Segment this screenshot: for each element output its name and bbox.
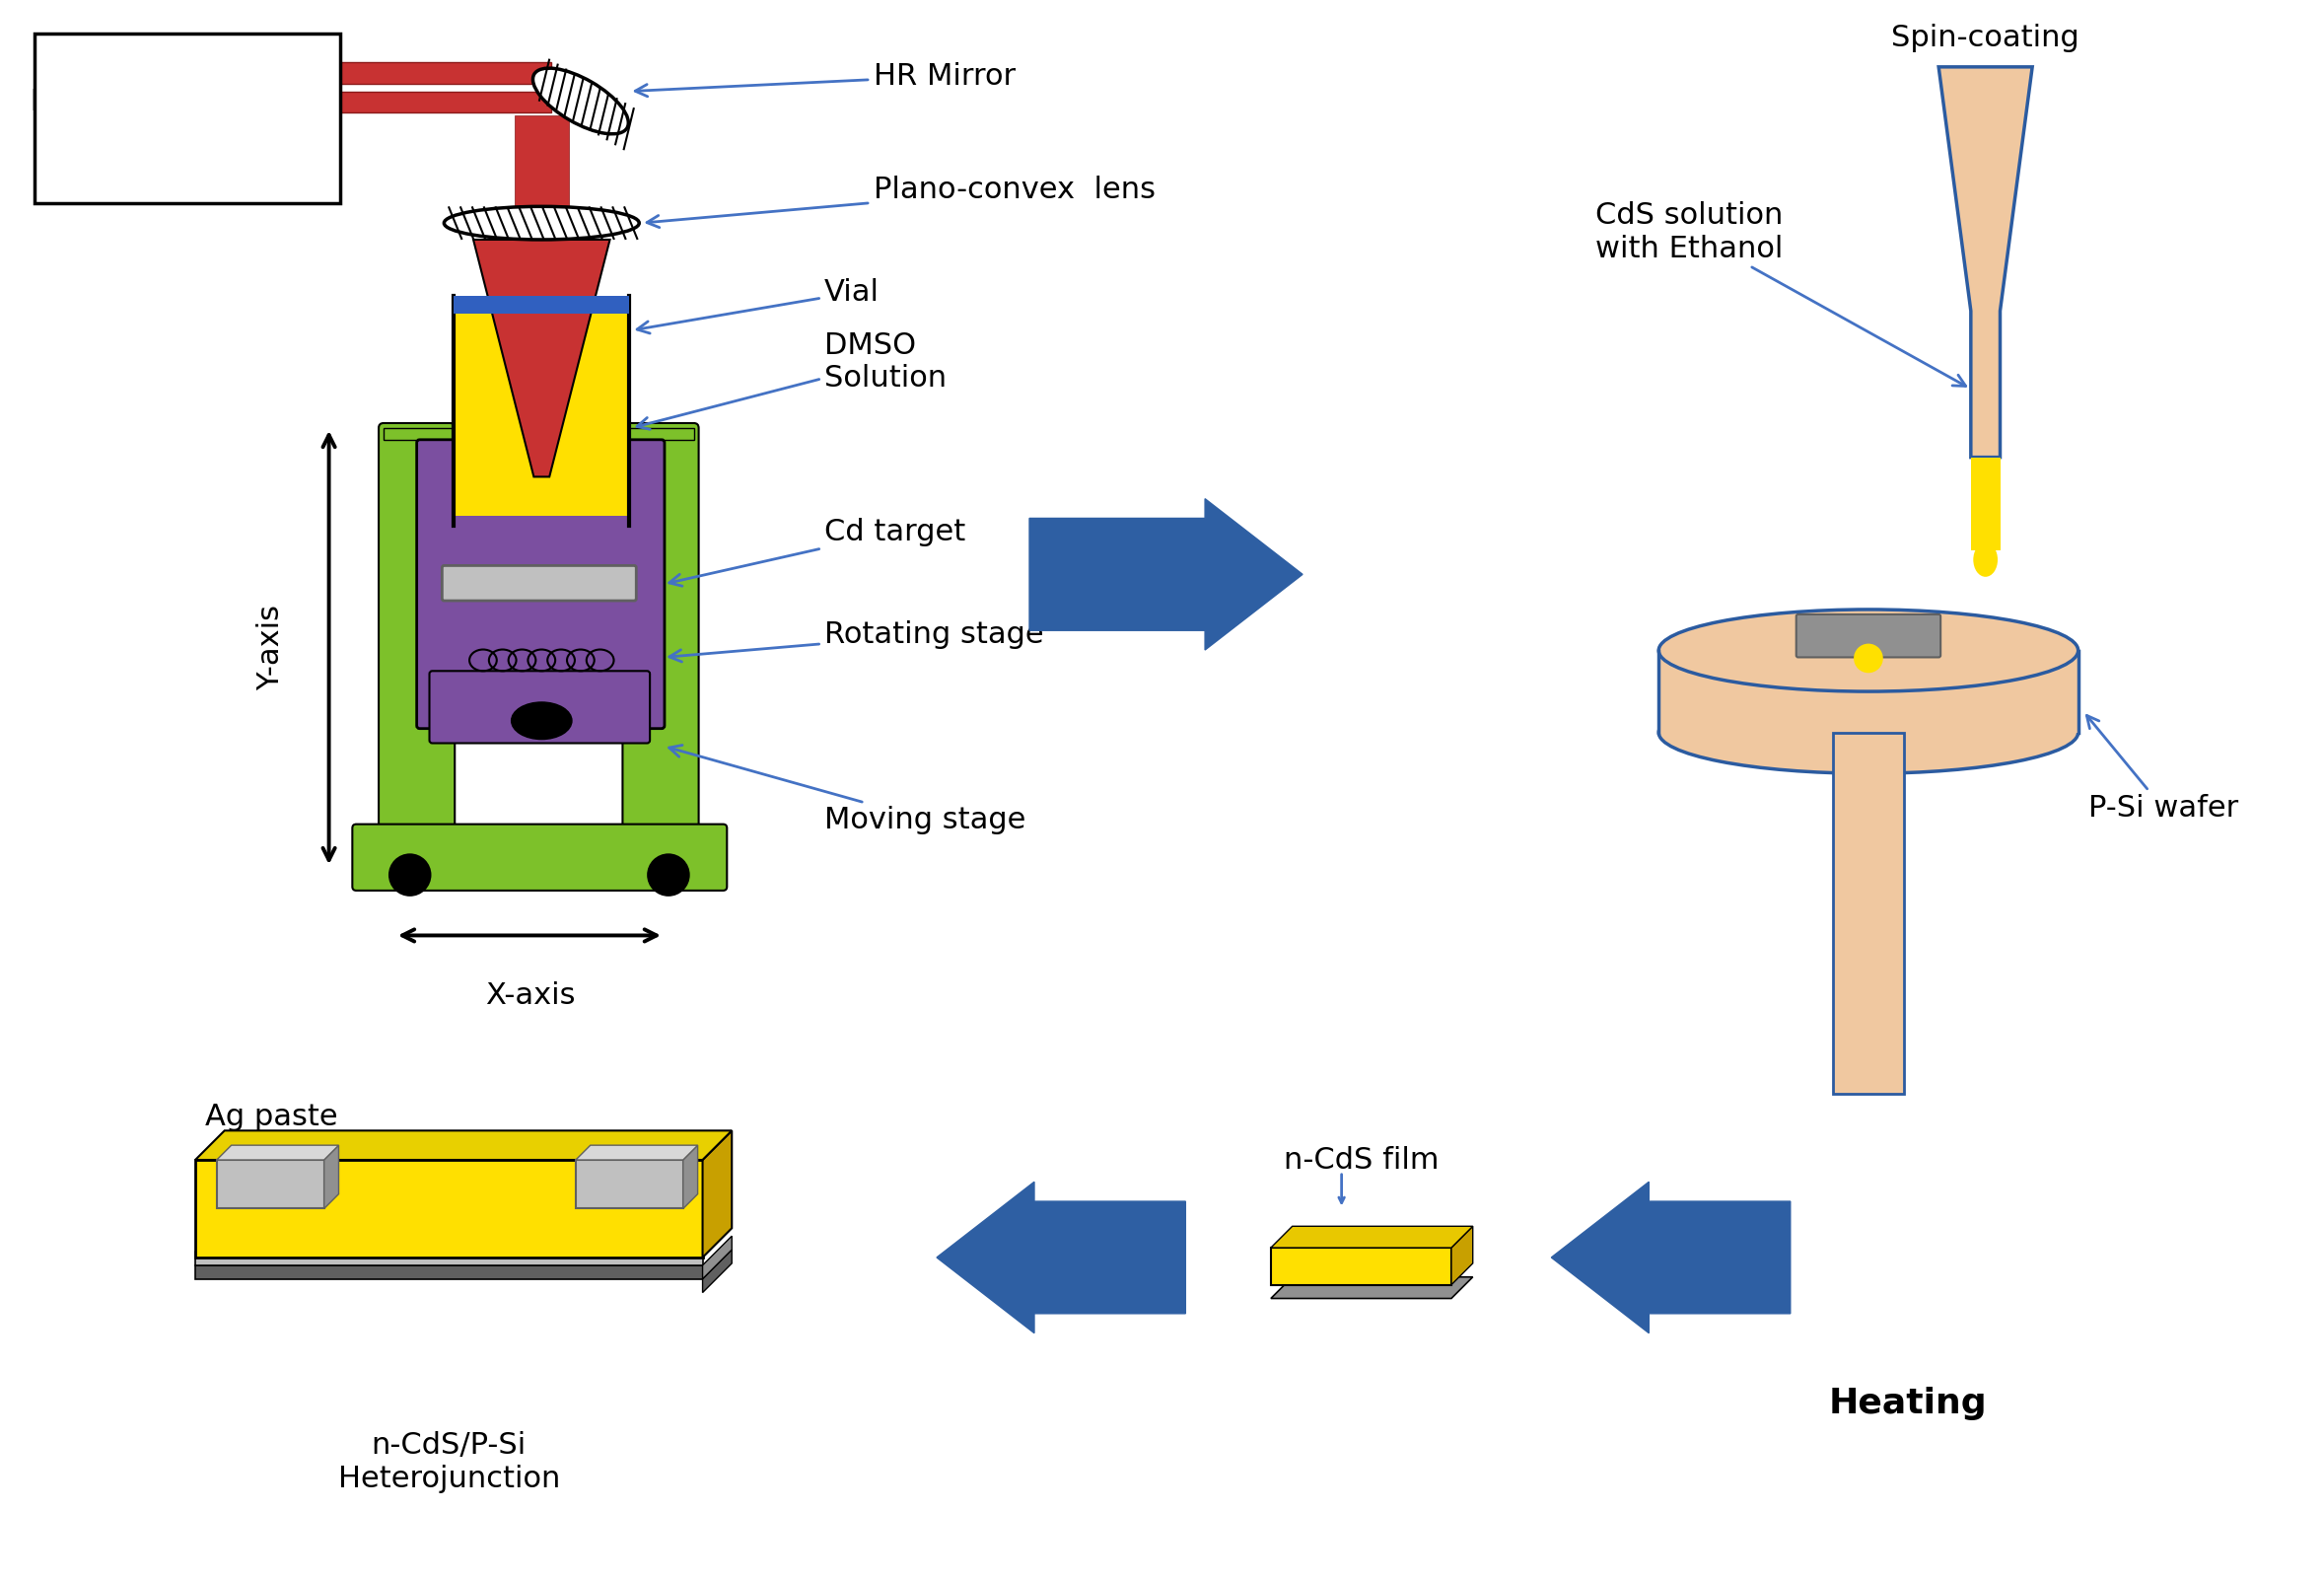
- Bar: [195, 1251, 702, 1266]
- Text: Y-axis: Y-axis: [256, 604, 284, 690]
- Polygon shape: [195, 1131, 732, 1160]
- Ellipse shape: [1659, 691, 2078, 774]
- Text: Heating: Heating: [1829, 1387, 1987, 1421]
- Text: Rotating stage: Rotating stage: [669, 620, 1043, 661]
- FancyArrow shape: [1552, 1182, 1789, 1334]
- Polygon shape: [216, 1145, 339, 1160]
- FancyBboxPatch shape: [430, 671, 651, 744]
- Bar: [339, 62, 551, 84]
- Bar: [576, 1160, 683, 1209]
- Circle shape: [646, 853, 690, 897]
- Ellipse shape: [1659, 609, 2078, 691]
- FancyBboxPatch shape: [35, 33, 342, 204]
- Bar: [1271, 1248, 1452, 1285]
- Polygon shape: [1938, 66, 2031, 457]
- Ellipse shape: [511, 702, 572, 739]
- Polygon shape: [702, 1236, 732, 1278]
- Text: DMSO
Solution: DMSO Solution: [637, 331, 946, 429]
- Bar: [1834, 732, 1903, 1093]
- Bar: [453, 296, 630, 313]
- FancyArrow shape: [1030, 498, 1301, 650]
- Text: Ag paste: Ag paste: [205, 1103, 337, 1164]
- Polygon shape: [702, 1250, 732, 1292]
- Bar: [1659, 650, 2078, 732]
- Text: Moving stage: Moving stage: [669, 745, 1025, 834]
- Text: n-CdS film: n-CdS film: [1283, 1145, 1439, 1174]
- FancyBboxPatch shape: [379, 422, 456, 862]
- Polygon shape: [683, 1145, 697, 1209]
- Text: Plano-convex  lens: Plano-convex lens: [646, 176, 1155, 228]
- Text: Nd:YAG solid state
laser Source: Nd:YAG solid state laser Source: [30, 87, 344, 149]
- FancyBboxPatch shape: [623, 422, 700, 862]
- Bar: [216, 1160, 323, 1209]
- Polygon shape: [1271, 1226, 1473, 1248]
- FancyBboxPatch shape: [1796, 614, 1941, 657]
- Polygon shape: [702, 1131, 732, 1258]
- Text: X-axis: X-axis: [486, 982, 574, 1011]
- Bar: [1971, 457, 2001, 551]
- Polygon shape: [474, 239, 609, 476]
- Text: Spin-coating: Spin-coating: [1892, 24, 2080, 52]
- Circle shape: [1855, 644, 1882, 672]
- Text: Cd target: Cd target: [669, 517, 967, 585]
- Bar: [195, 1160, 702, 1258]
- Bar: [383, 429, 695, 440]
- FancyBboxPatch shape: [416, 440, 665, 729]
- Bar: [514, 115, 569, 209]
- Text: Vial: Vial: [637, 278, 881, 334]
- Polygon shape: [576, 1145, 697, 1160]
- Text: HR Mirror: HR Mirror: [634, 62, 1016, 97]
- FancyBboxPatch shape: [442, 566, 637, 601]
- Bar: [453, 305, 630, 516]
- Ellipse shape: [1973, 543, 1999, 577]
- Ellipse shape: [444, 207, 639, 239]
- Polygon shape: [1271, 1277, 1473, 1299]
- Bar: [195, 1266, 702, 1278]
- Text: CdS solution
with Ethanol: CdS solution with Ethanol: [1594, 201, 1966, 386]
- Bar: [339, 92, 551, 112]
- Ellipse shape: [532, 68, 627, 134]
- FancyBboxPatch shape: [353, 824, 727, 891]
- Polygon shape: [1452, 1226, 1473, 1285]
- FancyArrow shape: [937, 1182, 1185, 1334]
- Text: n-CdS/P-Si
Heterojunction: n-CdS/P-Si Heterojunction: [337, 1432, 560, 1493]
- Polygon shape: [323, 1145, 339, 1209]
- Circle shape: [388, 853, 432, 897]
- Text: P-Si wafer: P-Si wafer: [2087, 715, 2238, 823]
